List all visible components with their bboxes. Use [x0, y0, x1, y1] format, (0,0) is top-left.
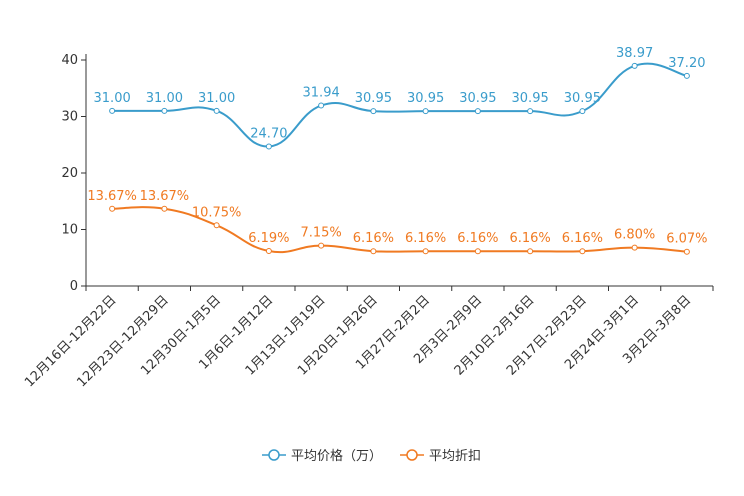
y-tick-label: 0	[70, 279, 78, 294]
data-point	[631, 244, 638, 251]
y-tick-label: 20	[61, 166, 78, 181]
data-point	[579, 108, 586, 115]
data-label: 30.95	[407, 91, 444, 106]
data-label: 6.16%	[562, 231, 603, 246]
data-point	[422, 248, 429, 255]
x-axis-ticks: 12月16日-12月22日12月23日-12月29日12月30日-1月5日1月6…	[22, 286, 714, 390]
data-point	[370, 108, 377, 115]
data-label: 24.70	[250, 126, 287, 141]
data-label: 6.16%	[353, 231, 394, 246]
legend-marker-icon	[406, 449, 418, 461]
series-avg-discount: 13.67% 13.67%10.75%6.19% 7.15% 6.16% 6.16% 6.…	[87, 189, 708, 255]
data-point	[161, 107, 168, 114]
data-point	[474, 108, 481, 115]
data-point	[213, 107, 220, 114]
data-point	[370, 248, 377, 255]
data-label: 13.67%	[87, 189, 137, 204]
y-tick-label: 10	[61, 223, 78, 238]
data-point	[579, 248, 586, 255]
data-label: 31.00	[198, 91, 235, 106]
data-label: 38.97	[616, 46, 653, 61]
x-tick-label: 12月23日-12月29日	[74, 293, 171, 390]
data-label: 6.19%	[248, 231, 289, 246]
data-point	[527, 108, 534, 115]
data-point	[527, 248, 534, 255]
data-point	[213, 222, 220, 229]
data-point	[683, 248, 690, 255]
data-label: 7.15%	[300, 226, 341, 241]
data-label: 13.67%	[140, 189, 190, 204]
data-point	[109, 107, 116, 114]
x-tick-label: 12月16日-12月22日	[22, 293, 119, 390]
data-label: 37.20	[668, 56, 705, 71]
data-label: 30.95	[512, 91, 549, 106]
legend-label: 平均价格（万）	[291, 448, 382, 464]
data-label: 31.00	[146, 91, 183, 106]
data-point	[109, 205, 116, 212]
data-point	[318, 242, 325, 249]
data-label: 6.16%	[405, 231, 446, 246]
legend-item-avg-price[interactable]: 平均价格（万）	[262, 448, 382, 464]
data-point	[318, 102, 325, 109]
legend-label: 平均折扣	[429, 449, 481, 464]
data-label: 6.80%	[614, 228, 655, 243]
series-group: 31.00 31.00 31.00 24.70 31.94 30.95 30.95 30.95…	[87, 46, 708, 255]
data-label: 6.16%	[457, 231, 498, 246]
y-tick-label: 40	[61, 53, 78, 68]
data-label: 10.75%	[192, 205, 242, 220]
legend[interactable]: 平均价格（万） 平均折扣	[262, 448, 481, 464]
legend-marker-icon	[268, 449, 280, 461]
data-label: 30.95	[459, 91, 496, 106]
data-point	[161, 205, 168, 212]
data-point	[422, 108, 429, 115]
data-label: 30.95	[564, 91, 601, 106]
series-line	[112, 206, 687, 254]
data-point	[265, 248, 272, 255]
data-label: 31.00	[94, 91, 131, 106]
data-label: 6.16%	[509, 231, 550, 246]
y-axis-ticks: 0 10 20 30 40	[61, 53, 86, 294]
data-point	[265, 143, 272, 150]
data-point	[683, 72, 690, 79]
y-tick-label: 30	[61, 110, 78, 125]
data-label: 31.94	[303, 86, 340, 101]
legend-item-avg-discount[interactable]: 平均折扣	[400, 449, 481, 464]
data-point	[631, 62, 638, 69]
data-label: 30.95	[355, 91, 392, 106]
data-label: 6.07%	[666, 232, 707, 247]
data-point	[474, 248, 481, 255]
series-avg-price: 31.00 31.00 31.00 24.70 31.94 30.95 30.95 30.95…	[94, 46, 705, 150]
